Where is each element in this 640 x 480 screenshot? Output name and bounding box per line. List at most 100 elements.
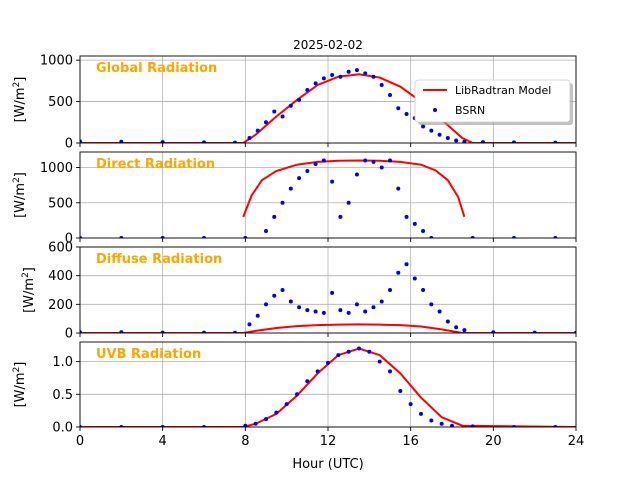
y-tick-label: 600 <box>48 241 73 256</box>
y-axis-label: [W/m2] <box>12 77 28 123</box>
bsrn-point <box>202 330 206 333</box>
panel-4: 0.0 0.5 1.0 0 4 8 12 16 20 24 [W/m2] UVB Radiation <box>12 341 585 449</box>
bsrn-point <box>253 421 258 426</box>
bsrn-point <box>396 186 401 191</box>
x-tick-label: 16 <box>402 434 419 449</box>
y-tick-label: 1000 <box>40 161 73 176</box>
bsrn-point <box>445 136 450 141</box>
bsrn-point <box>243 423 248 427</box>
bsrn-point <box>280 114 285 119</box>
bsrn-point <box>288 186 293 191</box>
bsrn-point <box>363 158 368 163</box>
bsrn-point <box>233 330 237 333</box>
bsrn-point <box>338 214 343 219</box>
bsrn-point <box>357 346 361 351</box>
bsrn-point <box>338 308 343 313</box>
y-tick-label: 0 <box>65 232 73 247</box>
bsrn-point <box>321 76 326 81</box>
bsrn-point <box>574 330 576 333</box>
bsrn-point <box>450 423 454 427</box>
bsrn-point <box>274 410 279 415</box>
x-tick-label: 20 <box>485 434 502 449</box>
y-tick-label: 0.5 <box>52 388 73 403</box>
y-tick-label: 500 <box>48 196 73 211</box>
bsrn-point <box>412 276 417 281</box>
bsrn-point <box>313 309 318 314</box>
bsrn-point <box>388 369 392 374</box>
bsrn-point <box>371 305 376 310</box>
bsrn-point <box>313 81 318 86</box>
bsrn-point <box>404 214 409 219</box>
bsrn-point <box>532 330 537 333</box>
bsrn-point <box>363 309 368 314</box>
bsrn-point <box>553 140 558 143</box>
bsrn-point <box>429 128 434 133</box>
bsrn-point <box>354 68 359 73</box>
bsrn-point <box>336 353 341 358</box>
bsrn-point <box>377 359 382 364</box>
bsrn-point <box>119 236 124 238</box>
bsrn-point <box>264 417 268 422</box>
plot-area <box>80 262 576 333</box>
x-tick-label: 4 <box>159 434 167 449</box>
bsrn-point <box>388 158 392 163</box>
bsrn-point <box>272 109 277 114</box>
bsrn-point <box>119 425 124 427</box>
bsrn-point <box>512 236 516 238</box>
bsrn-point <box>264 302 268 307</box>
panel-title: Diffuse Radiation <box>96 252 222 267</box>
y-tick-label: 500 <box>48 95 73 110</box>
bsrn-point <box>305 169 310 174</box>
y-tick-label: 0.0 <box>52 421 73 436</box>
bsrn-point <box>321 158 326 163</box>
bsrn-point <box>326 360 330 365</box>
bsrn-point <box>295 392 299 397</box>
bsrn-point <box>80 139 82 143</box>
bsrn-point <box>233 140 237 143</box>
bsrn-point <box>470 236 475 238</box>
bsrn-point <box>321 310 326 315</box>
plot-area <box>80 158 558 238</box>
bsrn-point <box>297 305 302 310</box>
x-tick-label: 24 <box>568 434 585 449</box>
x-tick-label: 12 <box>320 434 337 449</box>
bsrn-point <box>388 288 392 292</box>
bsrn-point <box>288 299 293 304</box>
figure-title: 2025-02-02 <box>293 38 363 52</box>
bsrn-point <box>404 262 409 267</box>
bsrn-point <box>305 87 310 92</box>
bsrn-point <box>264 228 268 233</box>
panel-3: 0 200 400 600 [W/m2] Diffuse Radiation <box>21 241 577 342</box>
bsrn-point <box>512 425 516 427</box>
bsrn-point <box>346 200 351 205</box>
bsrn-point <box>280 288 285 292</box>
bsrn-point <box>454 138 459 143</box>
bsrn-point <box>379 83 384 87</box>
bsrn-point <box>255 128 260 133</box>
bsrn-point <box>398 389 403 394</box>
y-axis-label: [W/m2] <box>12 362 28 408</box>
bsrn-point <box>363 71 368 76</box>
bsrn-point <box>470 424 475 427</box>
bsrn-point <box>160 330 165 333</box>
bsrn-point <box>80 236 82 238</box>
bsrn-point <box>315 369 320 374</box>
panels: 0 500 1000 [W/m2] Global Radiation 0 500 1000 [W… <box>12 54 584 449</box>
bsrn-point <box>272 293 277 298</box>
legend: LibRadtran Model BSRN <box>414 79 573 125</box>
y-tick-label: 0 <box>65 137 73 152</box>
y-axis-label: [W/m2] <box>12 172 28 218</box>
bsrn-point <box>412 221 417 226</box>
bsrn-point <box>338 74 343 79</box>
bsrn-point <box>454 325 459 330</box>
bsrn-point <box>264 120 268 125</box>
x-axis-label: Hour (UTC) <box>292 457 363 472</box>
bsrn-point <box>330 73 335 78</box>
legend-bsrn-label: BSRN <box>455 104 485 117</box>
bsrn-point <box>160 140 165 143</box>
bsrn-point <box>346 349 351 354</box>
bsrn-point <box>284 402 289 407</box>
bsrn-point <box>330 290 335 295</box>
bsrn-point <box>404 112 409 116</box>
bsrn-point <box>419 411 423 416</box>
